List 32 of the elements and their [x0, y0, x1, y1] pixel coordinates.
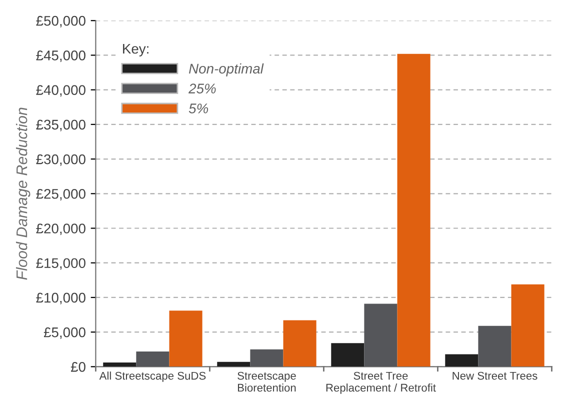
y-tick-label: £10,000 [36, 292, 86, 304]
bar [136, 351, 170, 367]
bar [250, 349, 284, 367]
legend-label: 5% [188, 104, 208, 114]
legend-label: Non-optimal [188, 63, 264, 76]
y-tick-label: £50,000 [36, 16, 86, 28]
y-tick-label: £0 [70, 362, 86, 372]
bar [283, 320, 316, 367]
y-tick-label: £45,000 [36, 50, 86, 62]
x-tick-label: Street Tree Replacement / Retrofit [326, 372, 436, 394]
bar [397, 54, 430, 367]
bar [511, 284, 544, 367]
bar [217, 362, 250, 367]
bar [331, 343, 364, 367]
bar [478, 326, 512, 367]
legend-title: Key: [123, 44, 148, 56]
legend-label: 25% [188, 84, 216, 94]
x-tick-label: Streetscape Bioretention [238, 372, 296, 392]
y-axis-title: Flood Damage Reduction [16, 108, 30, 280]
bar [445, 354, 478, 367]
y-tick-label: £30,000 [36, 154, 86, 166]
bar [169, 310, 202, 367]
bar [364, 304, 398, 367]
y-tick-label: £20,000 [36, 224, 86, 236]
bar [103, 362, 136, 367]
x-tick-label: New Street Trees [452, 372, 538, 380]
y-tick-label: £15,000 [36, 258, 86, 270]
y-tick-label: £40,000 [36, 85, 86, 97]
x-tick-label: All Streetscape SuDS [99, 372, 206, 382]
y-tick-label: £5,000 [44, 327, 86, 339]
y-tick-label: £25,000 [36, 188, 86, 200]
y-tick-label: £35,000 [36, 120, 86, 132]
